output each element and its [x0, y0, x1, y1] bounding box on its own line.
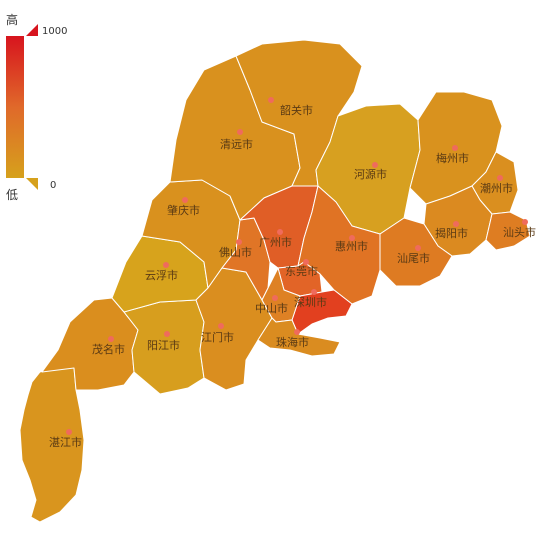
label-shanwei: 汕尾市: [397, 251, 430, 265]
label-heyuan: 河源市: [354, 167, 387, 181]
label-guangzhou: 广州市: [259, 235, 292, 249]
visual-map-min-value: 0: [50, 180, 56, 191]
label-huizhou: 惠州市: [335, 239, 368, 253]
dot-shaoguan: [268, 97, 274, 103]
label-yunfu: 云浮市: [145, 268, 178, 282]
visual-map-bar: [6, 36, 24, 178]
dot-yunfu: [163, 262, 169, 268]
dot-huizhou: [349, 235, 355, 241]
dot-meizhou: [452, 145, 458, 151]
dot-zhongshan: [272, 295, 278, 301]
dot-jiangmen: [218, 323, 224, 329]
label-foshan: 佛山市: [219, 245, 252, 259]
dot-qingyuan: [237, 129, 243, 135]
label-shaoguan: 韶关市: [280, 103, 313, 117]
region-zhuhai[interactable]: [257, 317, 341, 357]
city-labels: 韶关市 清远市 河源市 梅州市 潮州市 汕头市 揭阳市 汕尾市 惠州市 东莞市 …: [49, 103, 536, 449]
label-meizhou: 梅州市: [436, 151, 469, 165]
dot-foshan: [236, 239, 242, 245]
label-yangjiang: 阳江市: [147, 338, 180, 352]
dot-yangjiang: [164, 331, 170, 337]
label-zhongshan: 中山市: [255, 301, 288, 315]
visual-map-handle-top[interactable]: [26, 24, 38, 36]
dot-shantou: [522, 219, 528, 225]
dot-shenzhen: [311, 289, 317, 295]
label-qingyuan: 清远市: [220, 137, 253, 151]
visual-map-low-label: 低: [6, 188, 18, 202]
dot-chaozhou: [497, 175, 503, 181]
dot-heyuan: [372, 162, 378, 168]
dot-dongguan: [303, 259, 309, 265]
label-shantou: 汕头市: [503, 225, 536, 239]
visual-map-max-value: 1000: [42, 26, 67, 37]
visual-map-high-label: 高: [6, 12, 18, 27]
dot-jieyang: [453, 221, 459, 227]
visual-map-handle-bottom[interactable]: [26, 178, 38, 190]
dot-zhanjiang: [66, 429, 72, 435]
dot-guangzhou: [277, 229, 283, 235]
region-shantou[interactable]: [485, 211, 531, 251]
city-dots: [66, 97, 528, 435]
label-dongguan: 东莞市: [285, 264, 318, 278]
visual-map: 高 低 1000 0: [6, 12, 67, 202]
dot-zhuhai: [294, 329, 300, 335]
label-zhuhai: 珠海市: [276, 335, 309, 349]
label-shenzhen: 深圳市: [294, 295, 327, 309]
label-jieyang: 揭阳市: [435, 226, 468, 240]
label-zhaoqing: 肇庆市: [167, 203, 200, 217]
label-jiangmen: 江门市: [201, 330, 234, 344]
label-maoming: 茂名市: [92, 342, 125, 356]
label-chaozhou: 潮州市: [480, 181, 513, 195]
label-zhanjiang: 湛江市: [49, 435, 82, 449]
dot-zhaoqing: [182, 197, 188, 203]
dot-maoming: [108, 336, 114, 342]
dot-shanwei: [415, 245, 421, 251]
